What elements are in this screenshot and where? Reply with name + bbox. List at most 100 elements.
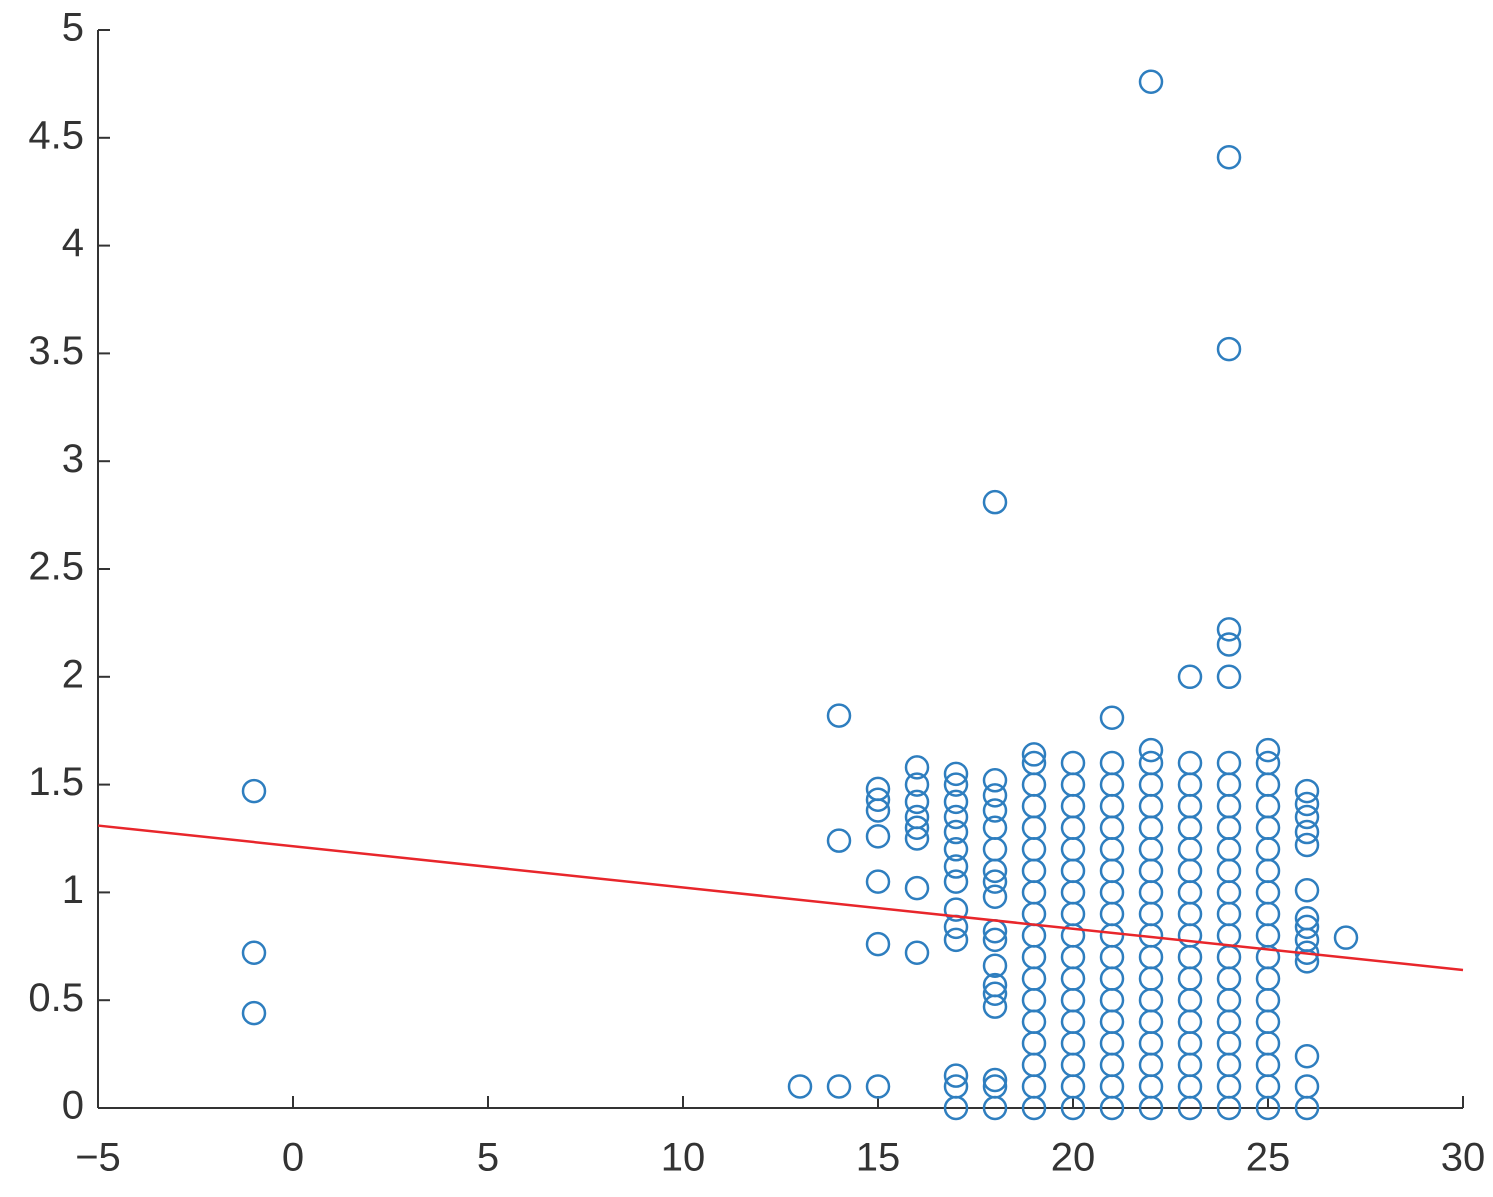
point [1138,901,1164,927]
point [1255,1052,1281,1078]
point [982,927,1008,953]
point [1255,987,1281,1013]
point [982,837,1008,862]
point [1021,987,1047,1013]
point [1294,877,1320,903]
point [241,940,267,966]
point [1255,901,1281,927]
x-tick-label: 20 [1051,1136,1096,1180]
point [943,927,969,953]
point [241,1000,267,1026]
point [1216,1031,1242,1056]
point [943,854,969,879]
point [865,787,891,812]
point [1021,772,1047,797]
x-tick-label: 25 [1246,1136,1291,1180]
point [1138,966,1164,991]
point [241,778,267,804]
point [1138,815,1164,840]
point [982,1067,1008,1093]
y-tick-label: 1.5 [28,760,84,804]
point [1177,664,1203,690]
point [1177,901,1203,927]
point [943,1074,969,1099]
point [826,703,852,728]
point [1294,778,1320,804]
point [1021,742,1047,767]
point [1177,1074,1203,1099]
point [1021,966,1047,991]
y-tick-label: 2.5 [28,545,84,589]
point [982,994,1008,1019]
point [1021,837,1047,862]
point [1099,987,1125,1013]
point [1138,1009,1164,1035]
point [1177,1052,1203,1078]
point [1021,793,1047,819]
point [1138,858,1164,884]
point [1021,815,1047,840]
point [1021,1074,1047,1099]
point [1099,1031,1125,1056]
point [1099,880,1125,905]
point [982,489,1008,515]
point [1099,1074,1125,1099]
point [1021,1009,1047,1035]
point [1138,1074,1164,1099]
point [1255,772,1281,797]
point [982,953,1008,978]
point [1099,901,1125,927]
y-tick-label: 5 [62,6,84,50]
point [1099,1052,1125,1078]
point [1099,923,1125,948]
point [982,981,1008,1006]
point [1021,880,1047,905]
point [904,940,930,966]
point [904,804,930,830]
point [1099,858,1125,884]
point [943,772,969,797]
point [1255,1074,1281,1099]
point [1294,819,1320,845]
x-tick-label: 5 [477,1136,499,1180]
point [1099,837,1125,862]
point [1294,1044,1320,1069]
point [1138,69,1164,94]
point [1099,944,1125,970]
point [904,755,930,780]
point [904,815,930,840]
point [1216,144,1242,170]
point [1177,944,1203,970]
point [1021,750,1047,776]
point [1099,815,1125,840]
point [1216,1074,1242,1099]
point [1060,944,1086,970]
x-tick-label: 30 [1441,1136,1486,1180]
point [1216,1009,1242,1035]
point [1021,923,1047,948]
point [1294,832,1320,858]
point [1099,705,1125,731]
point [904,772,930,797]
point [1216,336,1242,362]
point [1294,927,1320,953]
point [1138,1052,1164,1078]
y-tick-label: 4 [62,221,84,265]
point [1021,1031,1047,1056]
point [1255,815,1281,840]
point [1060,1009,1086,1035]
y-tick-label: 2 [62,652,84,696]
point [1060,750,1086,776]
point [1255,923,1281,948]
point [1333,925,1359,950]
point [1177,1031,1203,1056]
point [943,789,969,815]
x-tick-label: 0 [282,1136,304,1180]
point [865,824,891,849]
point [1138,880,1164,905]
point [1294,1074,1320,1099]
point [982,972,1008,998]
point [1099,772,1125,797]
point [982,768,1008,793]
